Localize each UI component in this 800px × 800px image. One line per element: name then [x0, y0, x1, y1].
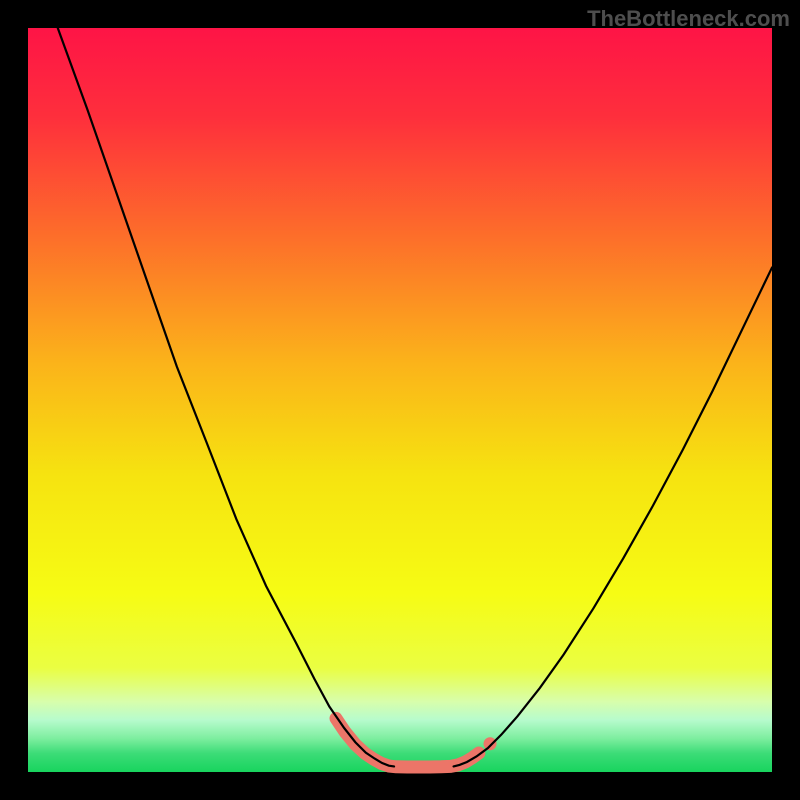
watermark-text: TheBottleneck.com	[587, 6, 790, 32]
chart-svg	[0, 0, 800, 800]
marker-dot	[484, 737, 497, 750]
bottleneck-chart: TheBottleneck.com	[0, 0, 800, 800]
plot-background	[28, 28, 772, 772]
